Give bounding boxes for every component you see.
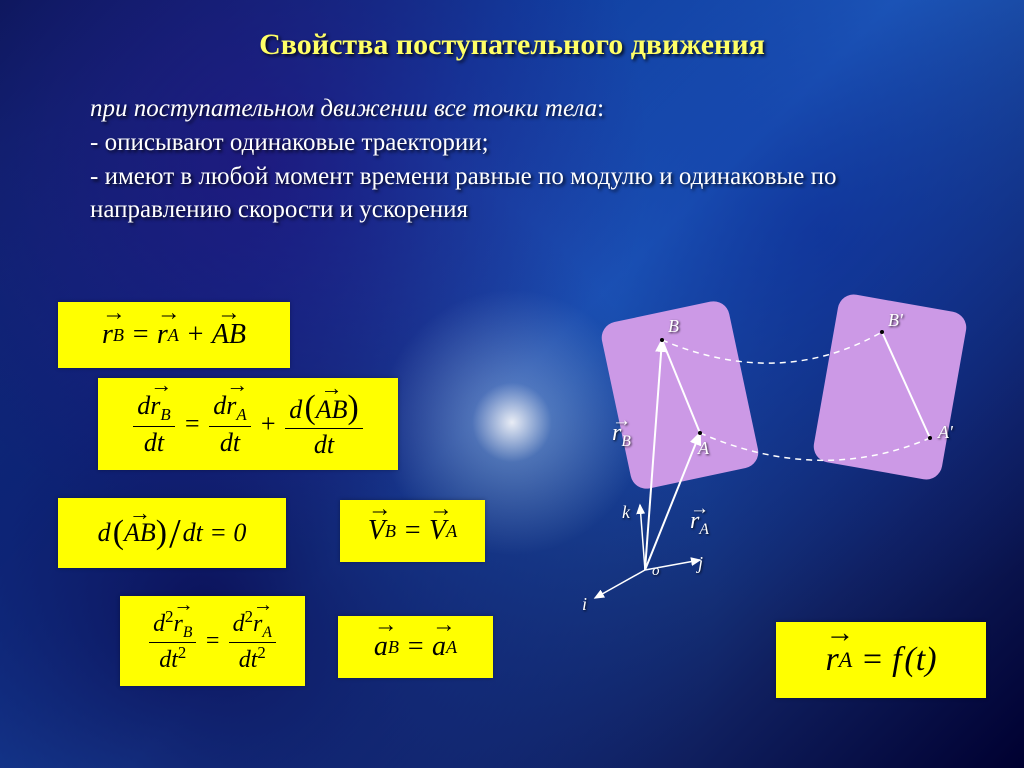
point-a	[698, 431, 702, 435]
formula-vb-va: V→B = V→A	[340, 500, 485, 562]
formula-dab-zero: d (AB→)/dt = 0	[58, 498, 286, 568]
label-ra: →rA	[690, 508, 709, 539]
formula-ab-aa: a→B = a→A	[338, 616, 493, 678]
diagram-svg	[520, 310, 1000, 640]
point-b	[660, 338, 664, 342]
body-line1-em: при поступательном движении все точки те…	[90, 95, 597, 122]
label-i: i	[582, 594, 587, 615]
label-k: k	[622, 502, 630, 523]
label-j: j	[698, 553, 703, 574]
point-b-prime	[880, 330, 884, 334]
label-b: B	[668, 316, 679, 337]
formula-rb-ra-ab: r→B = r→A + AB→	[58, 302, 290, 368]
diagram: B A B' A' →rB →rA i j k o	[520, 310, 1000, 640]
formula-derivative: dr→B dt = dr→A dt + d (AB→) dt	[98, 378, 398, 470]
formula-second-derivative: d2r→B dt2 = d2r→A dt2	[120, 596, 305, 686]
label-b-prime: B'	[888, 310, 903, 331]
body-line1-end: :	[597, 95, 604, 122]
label-a: A	[698, 438, 709, 459]
body-bullet1: - описывают одинаковые траектории;	[90, 129, 489, 156]
body-bullet2: - имеют в любой момент времени равные по…	[90, 163, 836, 224]
slide-title: Свойства поступательного движения	[0, 28, 1024, 62]
slide: Свойства поступательного движения при по…	[0, 0, 1024, 768]
label-o: o	[652, 563, 660, 580]
label-a-prime: A'	[938, 422, 953, 443]
point-a-prime	[928, 436, 932, 440]
body-text: при поступательном движении все точки те…	[90, 92, 964, 227]
label-rb: →rB	[612, 420, 631, 451]
